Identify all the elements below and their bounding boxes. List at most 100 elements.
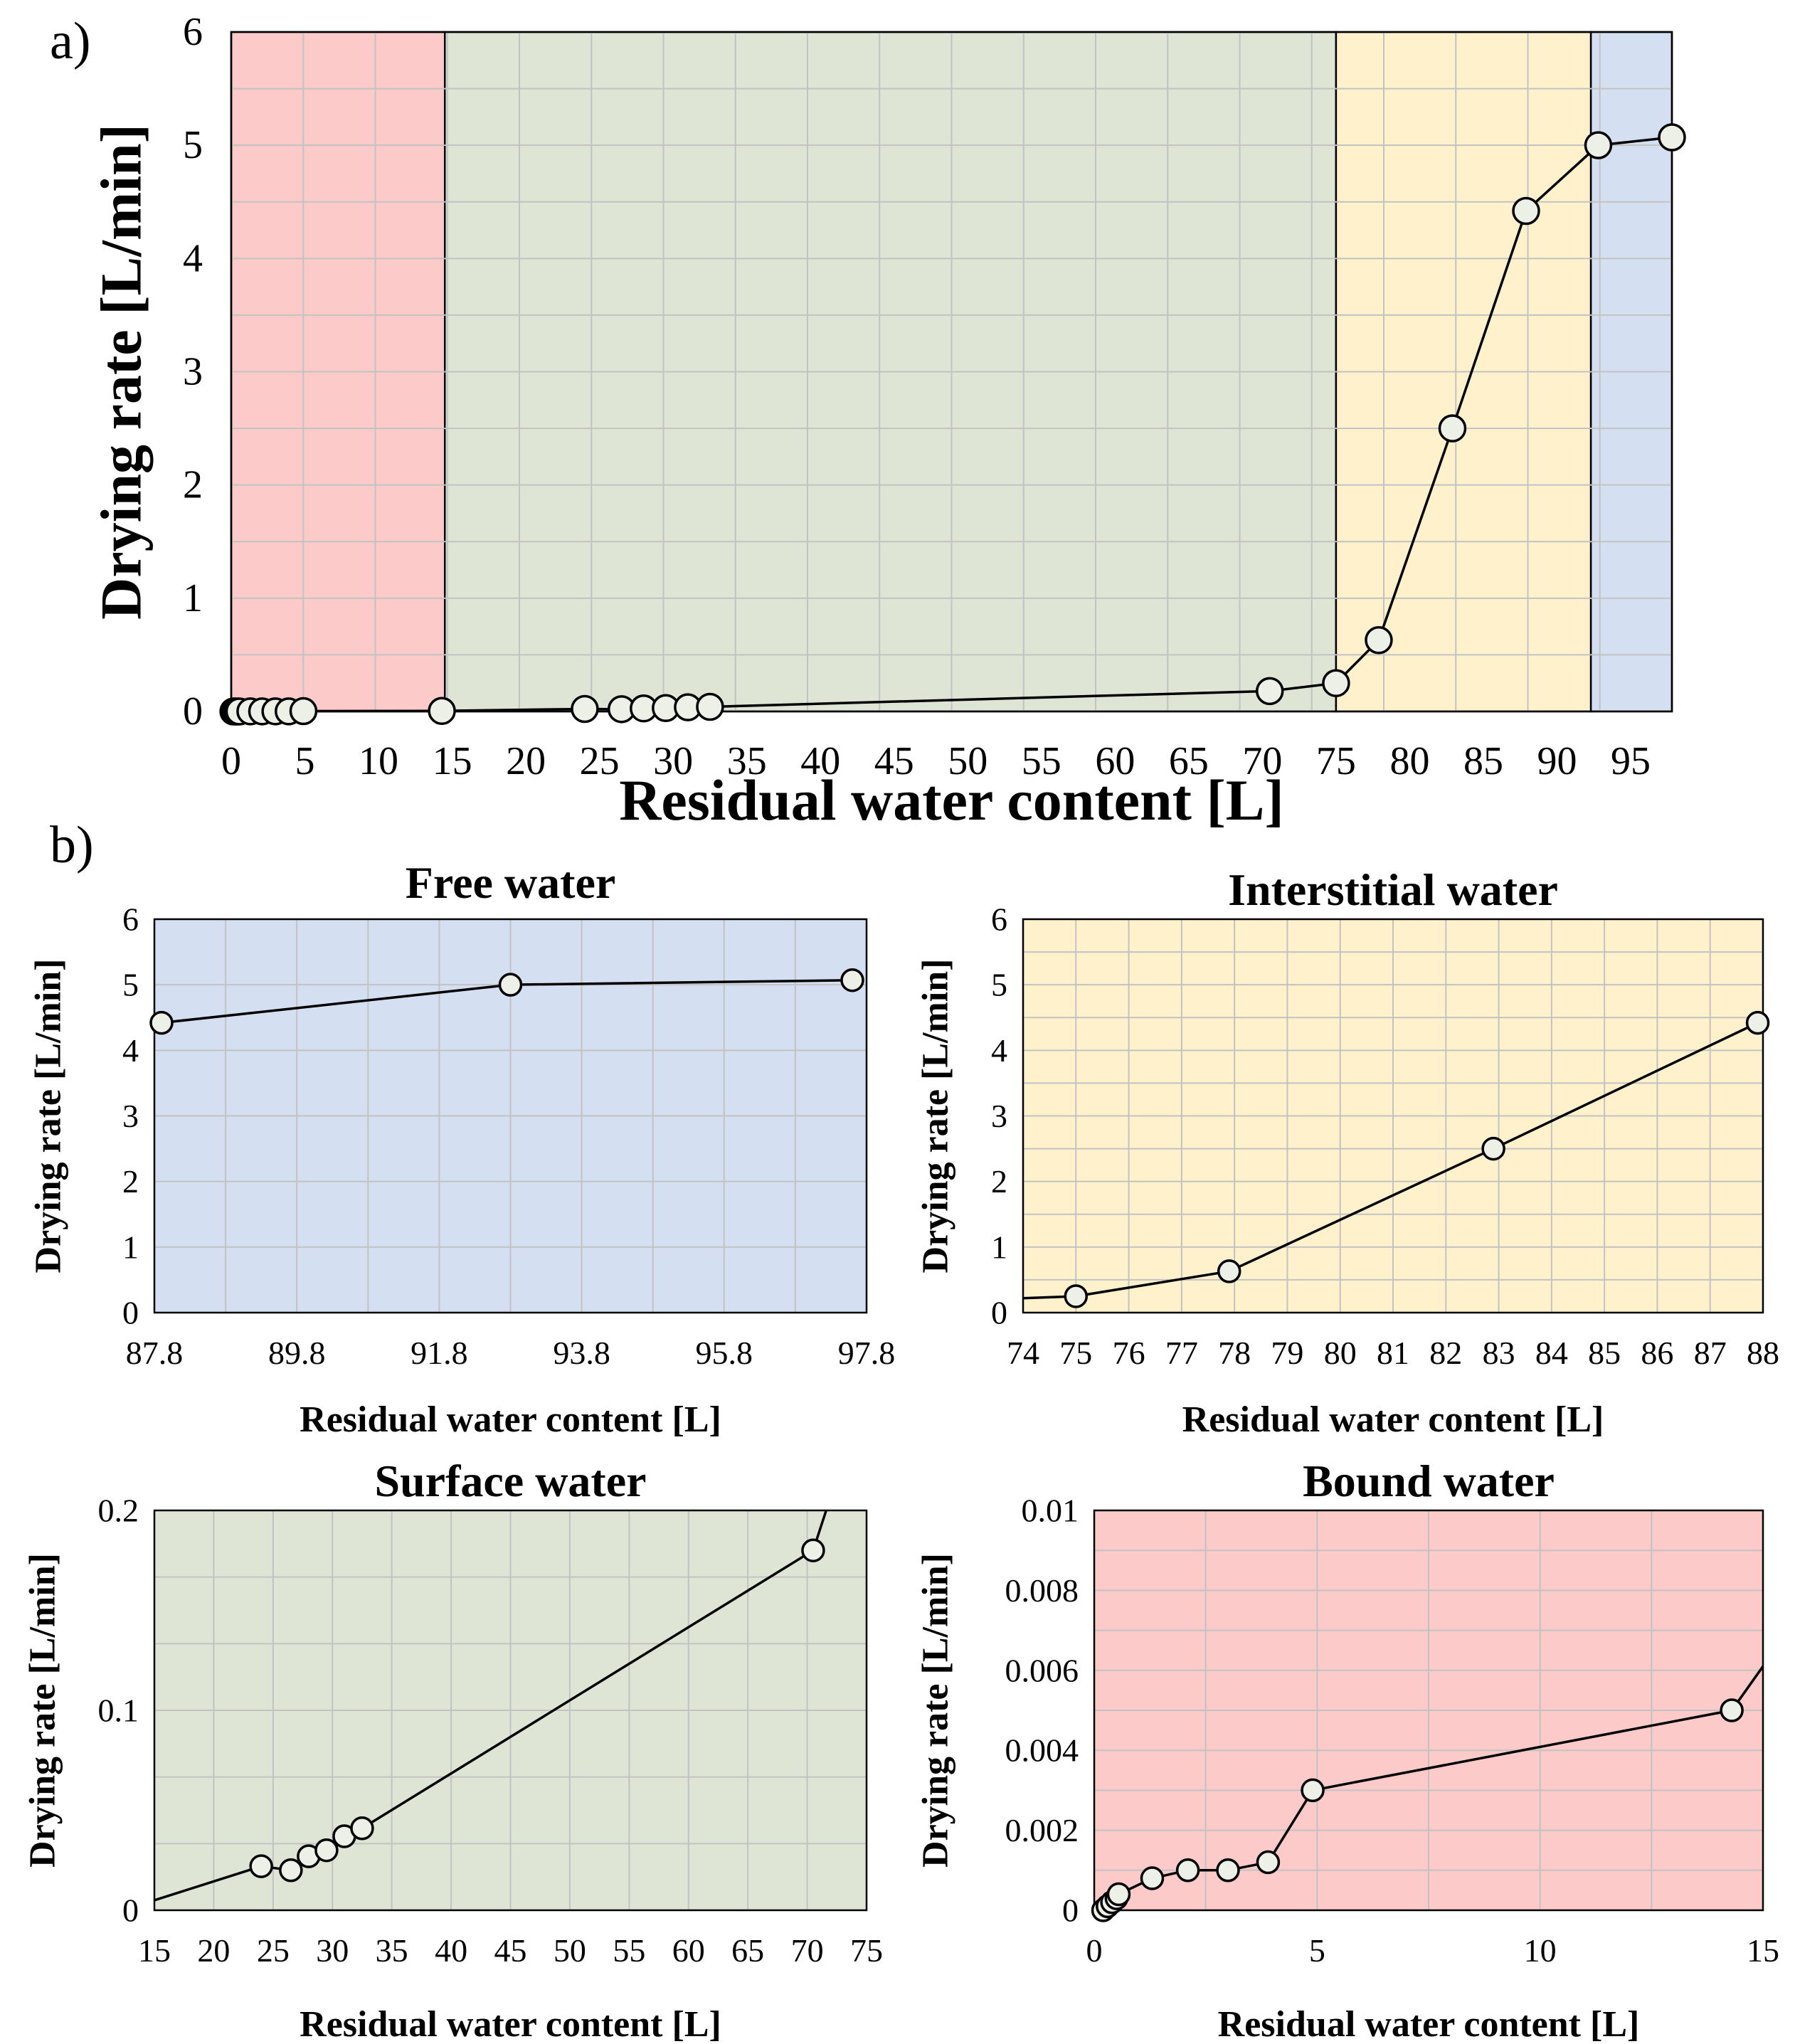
y-tick-label: 3: [122, 1098, 139, 1134]
x-tick-label: 84: [1535, 1335, 1568, 1371]
y-tick-label: 0: [183, 689, 203, 734]
data-point: [1175, 1858, 1200, 1883]
chart-main: 0 5 10 15 20 25 30 35 40 45 50 55 60 65 70 75 80 85 90 9501…: [89, 10, 1686, 832]
x-tick-label: 25: [580, 739, 620, 783]
x-tick-label: 87.8: [126, 1335, 184, 1371]
y-tick-label: 0.1: [98, 1693, 139, 1729]
data-point: [696, 692, 724, 721]
x-tick-label: 81: [1377, 1335, 1409, 1371]
plot-frame: [1022, 918, 1764, 1314]
x-tick-label: 85: [1588, 1335, 1621, 1371]
x-tick-label: 50: [948, 739, 987, 783]
gridlines: [1094, 1510, 1763, 1910]
y-axis-title: Drying rate [L/min]: [916, 1553, 956, 1868]
data-point: [289, 697, 318, 726]
y-tick-label: 2: [991, 1163, 1007, 1200]
chart-title: Bound water: [1303, 1456, 1555, 1506]
x-tick-label: 86: [1641, 1335, 1673, 1371]
data-point: [1512, 196, 1540, 226]
y-tick-label: 0: [991, 1295, 1007, 1331]
y-tick-label: 6: [991, 901, 1007, 938]
x-tick-label: 65: [1169, 739, 1209, 783]
x-tick-label: 30: [316, 1932, 349, 1969]
x-tick-label: 55: [1022, 739, 1061, 783]
x-axis-title: Residual water content [L]: [1182, 1399, 1604, 1440]
data-point: [1322, 669, 1350, 697]
data-point: [1745, 1010, 1770, 1035]
x-tick-label: 97.8: [838, 1335, 896, 1371]
x-axis-title: Residual water content [L]: [300, 2004, 721, 2044]
data-point: [279, 1858, 303, 1883]
panel-b-label: b): [50, 816, 94, 874]
gridlines: [231, 32, 1672, 711]
y-tick-label: 5: [183, 123, 203, 167]
x-tick-label: 40: [800, 739, 840, 783]
x-tick-label: 20: [197, 1932, 230, 1969]
y-tick-label: 5: [991, 967, 1007, 1003]
y-tick-label: 1: [122, 1229, 139, 1265]
y-tick-label: 0.004: [1005, 1732, 1079, 1769]
data-point: [1720, 1698, 1744, 1722]
x-tick-label: 91.8: [411, 1335, 468, 1371]
gridlines: [154, 919, 867, 1313]
x-tick-label: 85: [1463, 739, 1503, 783]
y-axis-title: Drying rate [L/min]: [89, 124, 154, 620]
x-tick-label: 5: [295, 739, 315, 783]
chart-title: Free water: [406, 857, 616, 908]
y-tick-label: 3: [183, 350, 203, 394]
x-tick-label: 82: [1429, 1335, 1462, 1371]
y-tick-label: 2: [122, 1163, 139, 1200]
x-tick-label: 70: [1242, 739, 1282, 783]
chart-interstitial-water: 74 75 76 77 78 79 80 81 82 83 84 85 86 87 88 0 1 2 3 4 5 6 Res…: [916, 864, 1780, 1440]
y-tick-label: 1: [991, 1229, 1007, 1265]
x-tick-label: 15: [433, 739, 472, 783]
x-tick-label: 77: [1165, 1335, 1198, 1371]
y-tick-label: 4: [122, 1032, 139, 1069]
x-tick-label: 95.8: [696, 1335, 753, 1371]
y-tick-label: 0: [122, 1892, 139, 1929]
y-axis-title: Drying rate [L/min]: [23, 1553, 63, 1868]
x-tick-label: 15: [1747, 1932, 1779, 1969]
y-tick-label: 0.2: [98, 1493, 139, 1529]
data-point: [1584, 131, 1613, 159]
data-point: [1256, 1850, 1281, 1875]
x-tick-label: 79: [1271, 1335, 1303, 1371]
y-tick-label: 0: [122, 1295, 139, 1331]
x-tick-label: 20: [506, 739, 546, 783]
gridlines: [154, 1510, 867, 1910]
x-tick-label: 60: [672, 1932, 705, 1969]
chart-title: Interstitial water: [1228, 864, 1558, 915]
y-tick-label: 0.006: [1005, 1652, 1079, 1688]
y-tick-label: 6: [183, 10, 203, 54]
y-tick-label: 5: [122, 967, 139, 1003]
x-tick-label: 95: [1611, 739, 1651, 783]
data-point: [1216, 1858, 1240, 1883]
x-tick-label: 40: [435, 1932, 467, 1969]
x-tick-label: 45: [494, 1932, 527, 1969]
x-tick-label: 75: [850, 1932, 883, 1969]
y-axis-title: Drying rate [L/min]: [916, 959, 956, 1273]
data-point: [428, 697, 456, 725]
y-tick-label: 0: [1062, 1892, 1079, 1929]
y-tick-label: 4: [991, 1032, 1007, 1069]
y-tick-label: 2: [183, 463, 203, 507]
x-tick-label: 78: [1218, 1335, 1251, 1371]
x-tick-label: 90: [1537, 739, 1577, 783]
data-point: [1658, 123, 1686, 152]
data-point: [571, 694, 599, 724]
x-tick-label: 55: [613, 1932, 645, 1969]
y-tick-label: 6: [122, 901, 139, 938]
chart-surface-water: 15 20 25 30 35 40 45 50 55 60 65 70 75 0 0.1 0.2 Residua…: [23, 1456, 884, 2044]
data-point: [498, 973, 523, 997]
data-point: [1064, 1284, 1089, 1308]
data-point: [249, 1854, 273, 1878]
plot-frame: [153, 1509, 868, 1912]
x-tick-label: 35: [376, 1932, 408, 1969]
x-axis-title: Residual water content [L]: [300, 1399, 721, 1440]
x-tick-label: 65: [731, 1932, 764, 1969]
x-tick-label: 5: [1309, 1932, 1325, 1969]
x-tick-label: 75: [1059, 1335, 1092, 1371]
y-tick-label: 4: [183, 236, 203, 280]
chart-title: Surface water: [374, 1456, 646, 1506]
